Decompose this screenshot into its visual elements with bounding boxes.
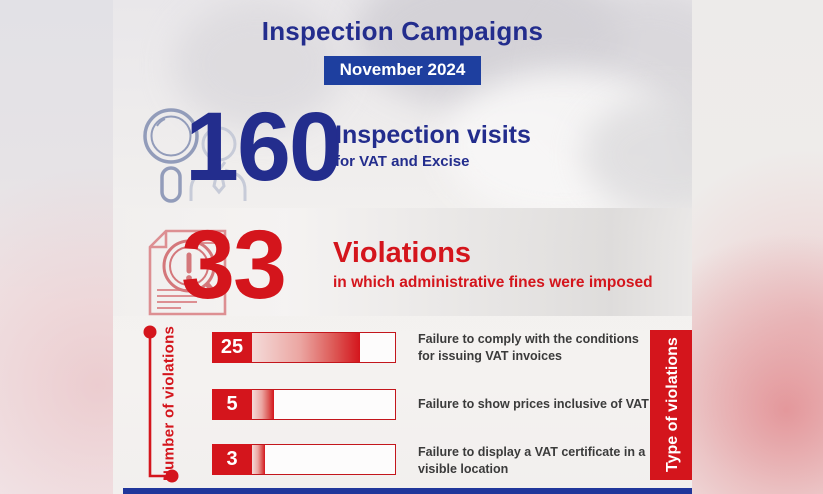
violations-title: Violations bbox=[333, 237, 472, 269]
visits-subtitle: for VAT and Excise bbox=[335, 152, 470, 170]
violations-text-block: Violations in which administrative fines… bbox=[333, 237, 653, 292]
blurred-right-margin bbox=[692, 0, 823, 494]
visits-title: Inspection visits bbox=[335, 121, 531, 149]
date-badge: November 2024 bbox=[323, 56, 482, 85]
bar-value: 25 bbox=[212, 332, 252, 363]
blurred-left-margin bbox=[0, 0, 115, 494]
infographic-panel: Inspection Campaigns November 2024 160 I… bbox=[113, 0, 692, 494]
violations-count: 33 bbox=[181, 210, 287, 319]
visits-text-block: Inspection visits for VAT and Excise bbox=[335, 121, 531, 170]
y-axis-line bbox=[143, 325, 179, 483]
bar-category-label: Failure to display a VAT certificate in … bbox=[418, 444, 646, 476]
bar-category-label: Failure to comply with the conditions fo… bbox=[418, 331, 639, 363]
violations-section-band bbox=[113, 208, 692, 316]
visits-count: 160 bbox=[185, 92, 343, 201]
bar-category-label: Failure to show prices inclusive of VAT bbox=[418, 397, 649, 412]
header: Inspection Campaigns November 2024 bbox=[113, 16, 692, 85]
bar-fill bbox=[252, 390, 274, 419]
bar-row: 3 bbox=[212, 444, 396, 475]
document-alert-magnifier-icon bbox=[148, 229, 227, 316]
x-axis-label-band: Type of violations bbox=[650, 330, 692, 480]
bar-value: 3 bbox=[212, 444, 252, 475]
footer-strip bbox=[123, 488, 692, 494]
violations-subtitle: in which administrative fines were impos… bbox=[333, 273, 653, 291]
background-photo-blur bbox=[173, 0, 343, 130]
bar-track bbox=[252, 444, 396, 475]
inspector-magnifier-icon bbox=[143, 108, 247, 203]
page-title: Inspection Campaigns bbox=[261, 16, 544, 46]
bar-value: 5 bbox=[212, 389, 252, 420]
bar-track bbox=[252, 332, 396, 363]
bar-row: 5 bbox=[212, 389, 396, 420]
bar-fill bbox=[252, 333, 361, 362]
bar-row: 25 bbox=[212, 332, 396, 363]
y-axis-label: Number of violations bbox=[160, 325, 178, 481]
bar-track bbox=[252, 389, 396, 420]
bar-fill bbox=[252, 445, 265, 474]
